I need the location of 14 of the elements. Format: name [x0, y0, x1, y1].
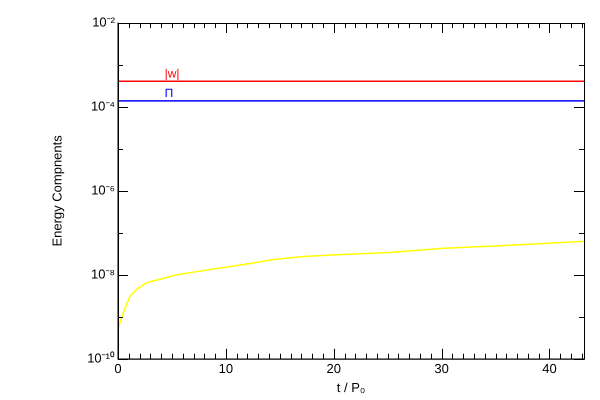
x-tick-label: 0: [114, 361, 122, 376]
x-axis-title: t / P₀: [336, 380, 366, 395]
series-label: Π: [164, 86, 174, 100]
y-tick-label: 10⁻¹⁰: [87, 350, 115, 366]
x-tick-label: 30: [434, 361, 449, 376]
y-axis-title: Energy Compnents: [49, 134, 64, 247]
y-tick-label: 10⁻²: [92, 14, 116, 30]
x-tick-label: 40: [542, 361, 557, 376]
x-tick-label: 10: [218, 361, 234, 376]
y-tick-label: 10⁻⁸: [91, 266, 115, 282]
y-tick-label: 10⁻⁶: [91, 182, 115, 198]
x-tick-label: 20: [326, 361, 341, 376]
series-label: |w|: [164, 66, 180, 81]
y-tick-label: 10⁻⁴: [90, 98, 115, 114]
